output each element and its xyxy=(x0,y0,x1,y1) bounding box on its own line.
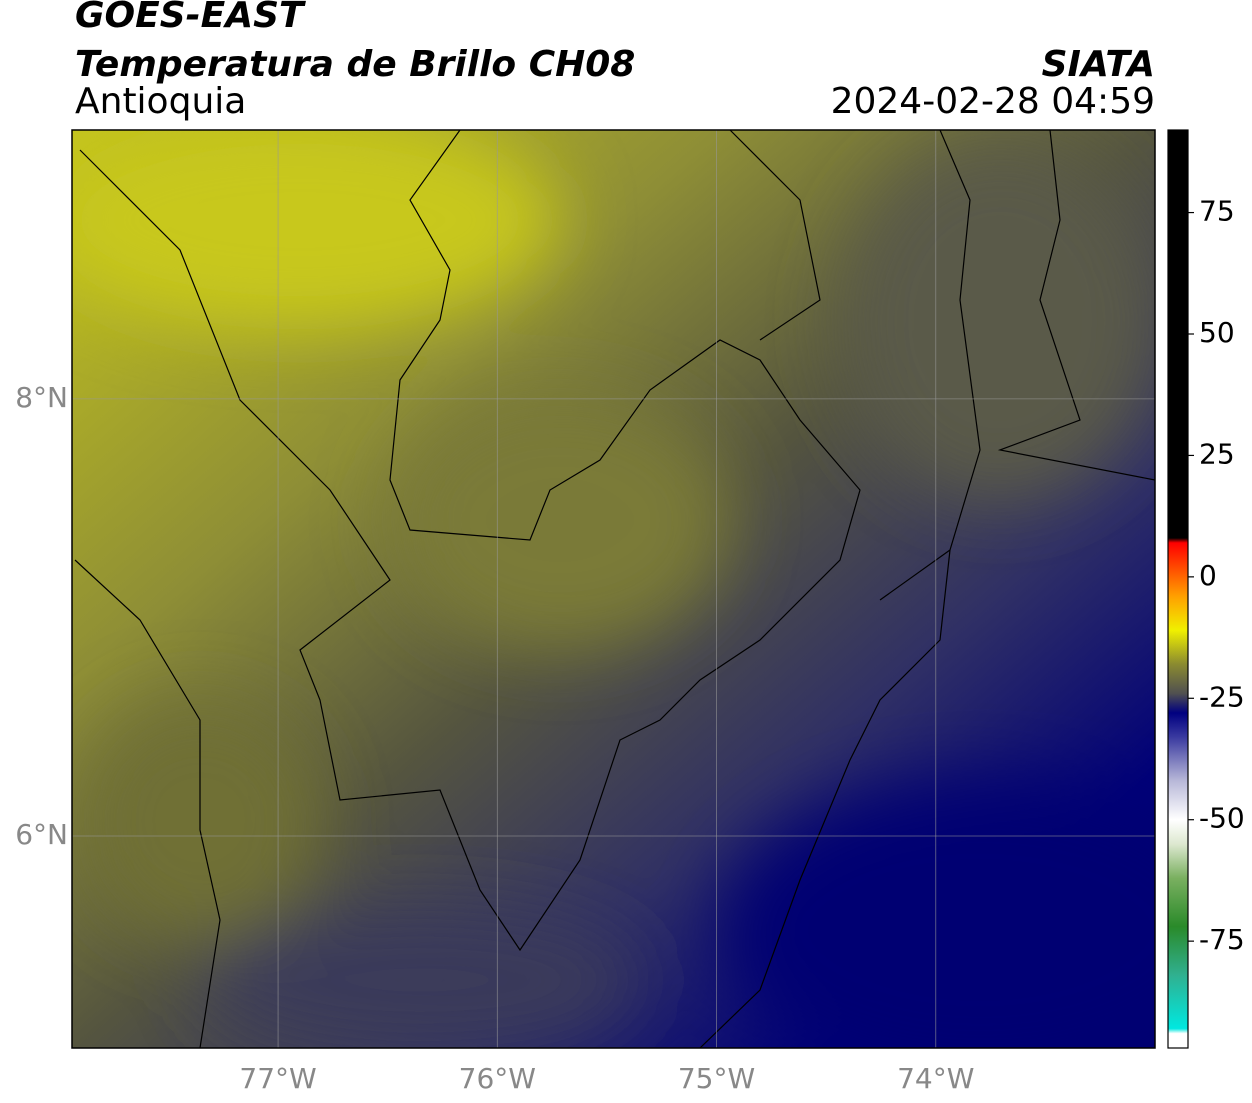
colorbar xyxy=(1167,129,1189,1049)
subtitle: Temperatura de Brillo CH08 xyxy=(75,44,635,85)
colorbar-tick-label: -25 xyxy=(1199,680,1245,713)
source: SIATA xyxy=(1042,44,1155,85)
map-frame xyxy=(71,129,1156,1049)
x-tick-label: 76°W xyxy=(459,1062,536,1095)
y-tick-label: 6°N xyxy=(15,818,68,851)
x-tick-label: 75°W xyxy=(678,1062,755,1095)
colorbar-tick-label: 25 xyxy=(1199,437,1235,470)
region: Antioquia xyxy=(75,81,246,122)
colorbar-tick-label: 0 xyxy=(1199,559,1217,592)
title: GOES-EAST xyxy=(75,0,306,36)
cloud-field xyxy=(72,130,1155,1048)
colorbar-tick-label: -50 xyxy=(1199,802,1245,835)
x-tick-label: 74°W xyxy=(897,1062,974,1095)
map-image xyxy=(72,130,1155,1048)
grid xyxy=(72,130,1155,1048)
borders xyxy=(74,130,1155,1048)
colorbar-tick-label: 75 xyxy=(1199,195,1235,228)
y-tick-label: 8°N xyxy=(15,381,68,414)
x-tick-label: 77°W xyxy=(239,1062,316,1095)
timestamp: 2024-02-28 04:59 xyxy=(831,81,1155,122)
colorbar-tick-label: -75 xyxy=(1199,923,1245,956)
colorbar-tick-label: 50 xyxy=(1199,316,1235,349)
